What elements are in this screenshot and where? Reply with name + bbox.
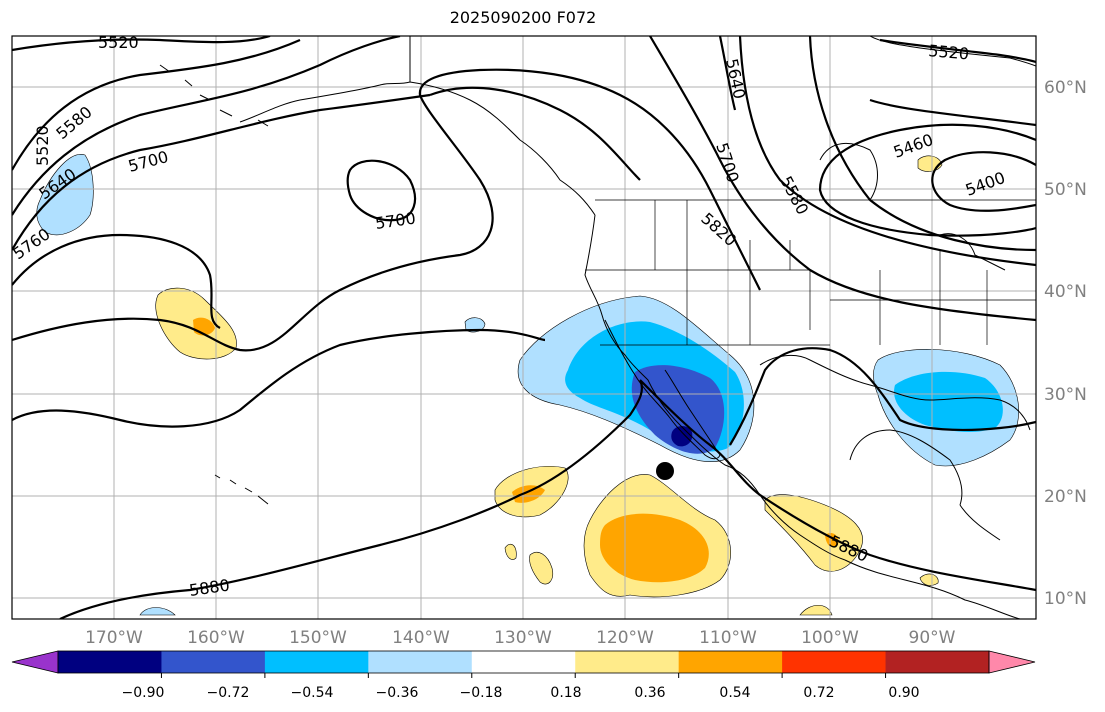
hudson-bay <box>819 142 878 201</box>
negative-anomaly-small2 <box>139 607 176 616</box>
contour-5700-west <box>12 93 431 251</box>
negative-anomaly-small1 <box>464 317 486 333</box>
positive-anomaly-small3 <box>529 551 553 585</box>
colorbar-border <box>57 650 990 674</box>
lon-label-150w: 150°W <box>289 628 347 648</box>
contour-5580-west <box>12 38 301 171</box>
contour-label-1: 5520 <box>98 33 139 52</box>
lon-label-140w: 140°W <box>392 628 450 648</box>
colorbar-swatch <box>161 651 266 673</box>
colorbar-swatches <box>11 650 1036 678</box>
colorbar: −0.90 −0.72 −0.54 −0.36 −0.18 0.18 0.36 … <box>11 650 1036 701</box>
map-title: 2025090200 F072 <box>449 8 597 27</box>
colorbar-arrow-high <box>988 650 1036 674</box>
contour-5760-west <box>12 233 221 329</box>
map-border <box>11 35 1037 620</box>
contour-5580-east <box>738 36 1036 267</box>
lon-label-100w: 100°W <box>801 628 859 648</box>
gulf-coast <box>759 354 1031 506</box>
positive-anomaly-offshore-core <box>512 485 545 503</box>
contour-label-16: 5520 <box>928 41 970 63</box>
central-america <box>844 504 1021 619</box>
lon-label-130w: 130°W <box>494 628 552 648</box>
positive-anomaly-small4 <box>504 543 517 560</box>
great-lakes <box>939 233 1006 271</box>
lat-label-50n: 50°N <box>1044 180 1087 200</box>
contour-5760-main <box>12 328 546 428</box>
hawaii-islands <box>214 474 269 505</box>
contour-5700-closed <box>346 159 417 222</box>
contour-5880 <box>59 379 1036 619</box>
contour-5640-west <box>12 36 401 216</box>
colorbar-tick-label: −0.36 <box>376 685 419 701</box>
longitude-axis: 170°W 160°W 150°W 140°W 130°W 120°W 110°… <box>85 628 956 648</box>
alaska-islands <box>159 64 269 127</box>
contour-label-13: 5520 <box>33 125 52 166</box>
lon-label-90w: 90°W <box>909 628 956 648</box>
colorbar-swatch <box>782 651 887 673</box>
colorbar-arrow-low <box>11 650 59 674</box>
graticule <box>12 36 1036 619</box>
contour-5400-east <box>931 151 1036 212</box>
colorbar-tick-label: 0.18 <box>550 685 581 701</box>
contour-5460-east <box>818 123 1036 237</box>
colorbar-tick-label: −0.72 <box>207 685 250 701</box>
lat-label-40n: 40°N <box>1044 282 1087 302</box>
negative-anomaly-southwest-core3 <box>671 426 693 447</box>
lon-label-110w: 110°W <box>699 628 757 648</box>
contour-5700-east <box>649 36 1036 322</box>
colorbar-swatch <box>264 651 369 673</box>
colorbar-swatch <box>471 651 576 673</box>
negative-anomaly-northwest <box>36 154 94 236</box>
colorbar-swatch <box>678 651 783 673</box>
contour-5520-east <box>808 36 1036 252</box>
contour-5520-ne <box>879 38 1036 64</box>
coastlines <box>159 36 1036 619</box>
colorbar-tick-label: 0.72 <box>803 685 834 701</box>
colorbar-tick-label: −0.90 <box>122 685 165 701</box>
alaska-coast <box>239 36 596 216</box>
lat-label-20n: 20°N <box>1044 487 1087 507</box>
colorbar-tick-label: 0.54 <box>719 685 750 701</box>
height-contours <box>12 36 1036 619</box>
colorbar-ticks: −0.90 −0.72 −0.54 −0.36 −0.18 0.18 0.36 … <box>122 685 920 701</box>
positive-anomaly-eastern-pacific-core <box>600 513 709 583</box>
contour-5520-west <box>12 36 271 52</box>
latitude-axis: 60°N 50°N 40°N 30°N 20°N 10°N <box>1044 78 1087 609</box>
negative-anomaly-southwest-core2 <box>631 365 725 454</box>
storm-center-marker <box>656 462 674 480</box>
lon-label-170w: 170°W <box>85 628 143 648</box>
greenland-coast <box>869 36 1036 67</box>
west-coast <box>584 214 846 561</box>
lat-label-10n: 10°N <box>1044 589 1087 609</box>
negative-anomaly-gulf-core <box>894 371 1003 432</box>
colorbar-swatch <box>885 651 990 673</box>
lat-label-30n: 30°N <box>1044 385 1087 405</box>
contour-5520-ne2 <box>869 98 1036 127</box>
positive-anomaly-small5 <box>919 573 939 586</box>
lat-label-60n: 60°N <box>1044 78 1087 98</box>
colorbar-swatch <box>575 651 680 673</box>
colorbar-tick-label: −0.18 <box>460 685 503 701</box>
lon-label-120w: 120°W <box>596 628 654 648</box>
colorbar-tick-label: 0.36 <box>634 685 665 701</box>
contour-5640-east <box>718 36 737 111</box>
contour-5820-main <box>12 68 761 352</box>
lon-label-160w: 160°W <box>187 628 245 648</box>
baja-peninsula <box>604 319 721 460</box>
contour-5880-east <box>729 347 1036 446</box>
colorbar-swatch <box>58 651 162 673</box>
contour-5700-ridge <box>429 86 641 181</box>
colorbar-tick-label: 0.90 <box>888 685 919 701</box>
positive-anomaly-small6 <box>799 604 833 616</box>
colorbar-swatch <box>368 651 473 673</box>
colorbar-tick-label: −0.54 <box>291 685 334 701</box>
